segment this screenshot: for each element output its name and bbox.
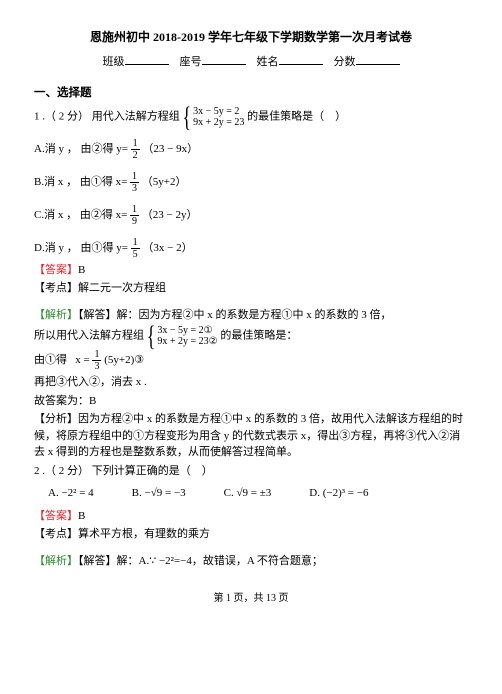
- q2-answer: 【答案】B: [34, 508, 468, 525]
- blank-class: [125, 52, 169, 65]
- q1-system: 3x − 5y = 2 9x + 2y = 23: [193, 106, 244, 128]
- q1-jx-system: 3x − 5y = 2① 9x + 2y = 23②: [157, 325, 217, 347]
- answer-label: 【答案】: [34, 510, 78, 522]
- q1-option-b: B.消 x ， 由①得 x= 13 （5y+2）: [34, 171, 468, 194]
- q1-jiexi-line4: 再把③代入②，消去 x .: [34, 374, 468, 391]
- q1-option-a: A.消 y ， 由②得 y= 12 （23 − 9x）: [34, 138, 468, 161]
- q1-sys-bot: 9x + 2y = 23: [193, 117, 244, 128]
- jiexi-label: 【解析】: [34, 555, 78, 567]
- q1-kd-text: 解二元一次方程组: [78, 282, 166, 294]
- q1-a-frac: 12: [131, 138, 140, 161]
- section-heading: 一、选择题: [34, 85, 468, 102]
- q2-option-d: D. (−2)³ = −6: [309, 485, 368, 502]
- q1-c-rest: （23 − 2y）: [142, 209, 198, 221]
- blank-seat: [202, 52, 246, 65]
- q1-answer: 【答案】B: [34, 262, 468, 279]
- q1-kaodian: 【考点】解二元一次方程组: [34, 280, 468, 297]
- brace-icon: {: [183, 107, 192, 126]
- q1-stem: 1 .（ 2 分） 用代入法解方程组 { 3x − 5y = 2 9x + 2y…: [34, 106, 468, 128]
- q2-jx-text: 【解答】解：A.∵ −2²=−4，故错误，A 不符合题意；: [78, 555, 323, 567]
- q2-option-a: A. −2² = 4: [48, 485, 94, 502]
- kaodian-label: 【考点】: [34, 282, 78, 294]
- q1-jx-l2a: 所以用代入法解方程组: [34, 330, 144, 342]
- jiexi-label: 【解析】: [34, 309, 78, 321]
- q1-a-lead: A.消 y ， 由②得 y=: [34, 143, 128, 155]
- label-class: 班级: [103, 56, 125, 68]
- q1-jx-sys-bot: 9x + 2y = 23②: [157, 336, 217, 347]
- brace-icon: {: [147, 327, 156, 346]
- q2-answer-val: B: [78, 510, 85, 522]
- q1-b-frac: 13: [130, 171, 139, 194]
- q1-sys-top: 3x − 5y = 2: [193, 106, 239, 117]
- label-name: 姓名: [257, 56, 279, 68]
- q1-b-lead: B.消 x ， 由①得 x=: [34, 176, 127, 188]
- blank-score: [356, 52, 400, 65]
- answer-label: 【答案】: [34, 264, 78, 276]
- q2-kaodian: 【考点】算术平方根，有理数的乘方: [34, 526, 468, 543]
- q1-jiexi-line5: 故答案为：B: [34, 393, 468, 410]
- q1-jiexi-line3: 由①得 x = 13 (5y+2)③: [34, 349, 468, 372]
- label-seat: 座号: [180, 56, 202, 68]
- q1-stem-b: 的最佳策略是（ ）: [247, 110, 346, 122]
- q1-c-lead: C.消 x ， 由②得 x=: [34, 209, 127, 221]
- page-title: 恩施州初中 2018-2019 学年七年级下学期数学第一次月考试卷: [34, 28, 468, 46]
- q2-jiexi: 【解析】【解答】解：A.∵ −2²=−4，故错误，A 不符合题意；: [34, 553, 468, 570]
- q1-jx-sys-top: 3x − 5y = 2①: [157, 325, 212, 336]
- fenxi-label: 【分析】: [34, 413, 78, 425]
- q1-jx-rest: (5y+2)③: [104, 354, 144, 366]
- q1-jiexi-line1: 【解析】【解答】解：因为方程②中 x 的系数是方程①中 x 的系数的 3 倍，: [34, 307, 468, 324]
- kaodian-label: 【考点】: [34, 528, 78, 540]
- q1-a-rest: （23 − 9x）: [142, 143, 198, 155]
- q1-jx-frac: 13: [92, 349, 101, 372]
- q1-option-c: C.消 x ， 由②得 x= 19 （23 − 2y）: [34, 204, 468, 227]
- q1-stem-a: 1 .（ 2 分） 用代入法解方程组: [34, 110, 180, 122]
- q1-fx-text: 因为方程②中 x 的系数是方程①中 x 的系数的 3 倍，故用代入法解该方程组的…: [34, 413, 463, 458]
- document-page: 恩施州初中 2018-2019 学年七年级下学期数学第一次月考试卷 班级 座号 …: [0, 0, 502, 626]
- q1-option-d: D.消 y ， 由①得 y= 15 （3x − 2）: [34, 237, 468, 260]
- q1-c-frac: 19: [130, 204, 139, 227]
- q1-d-lead: D.消 y ， 由①得 y=: [34, 242, 128, 254]
- q1-jx-l2b: 的最佳策略是：: [220, 330, 297, 342]
- q2-option-b: B. −√9 = −3: [132, 485, 186, 502]
- q1-d-rest: （3x − 2）: [142, 242, 192, 254]
- q1-jx-lhs: x =: [75, 354, 89, 366]
- form-line: 班级 座号 姓名 分数: [34, 52, 468, 71]
- q1-b-rest: （5y+2）: [142, 176, 187, 188]
- page-footer: 第 1 页，共 13 页: [34, 591, 468, 606]
- q1-jx-l3a: 由①得: [34, 354, 67, 366]
- q2-options: A. −2² = 4 B. −√9 = −3 C. √9 = ±3 D. (−2…: [48, 485, 468, 502]
- q2-kd-text: 算术平方根，有理数的乘方: [78, 528, 210, 540]
- q2-stem: 2 .（ 2 分） 下列计算正确的是（ ）: [34, 463, 468, 480]
- q2-option-c: C. √9 = ±3: [224, 485, 272, 502]
- label-score: 分数: [334, 56, 356, 68]
- q1-answer-val: B: [78, 264, 85, 276]
- blank-name: [279, 52, 323, 65]
- q1-jiexi-line2: 所以用代入法解方程组 { 3x − 5y = 2① 9x + 2y = 23② …: [34, 325, 468, 347]
- q1-jx-head: 【解答】解：因为方程②中 x 的系数是方程①中 x 的系数的 3 倍，: [78, 309, 392, 321]
- q1-fenxi: 【分析】因为方程②中 x 的系数是方程①中 x 的系数的 3 倍，故用代入法解该…: [34, 411, 468, 461]
- q1-d-frac: 15: [131, 237, 140, 260]
